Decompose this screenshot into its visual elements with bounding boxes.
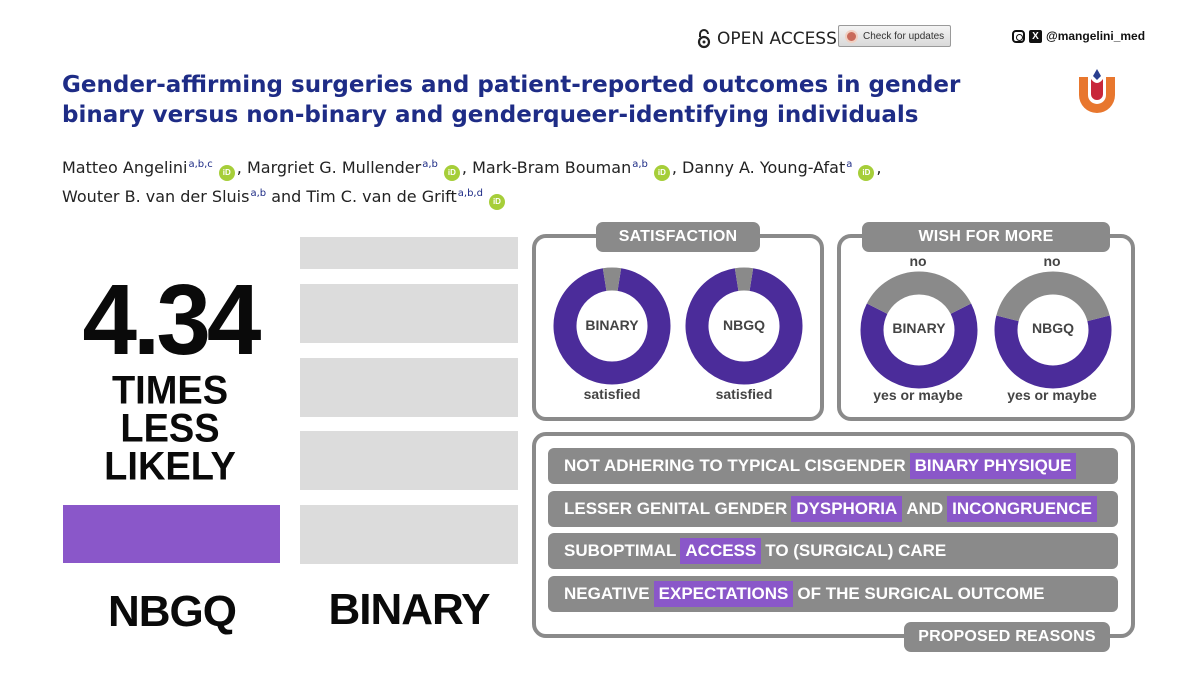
separator: , — [236, 158, 242, 177]
and-word: and — [271, 187, 302, 206]
binary-bar-segment — [300, 284, 518, 343]
check-for-updates-label: Check for updates — [863, 30, 945, 42]
reason-item: NOT ADHERING TO TYPICAL CISGENDER BINARY… — [548, 448, 1118, 484]
stat-value: 4.34 — [82, 264, 261, 376]
binary-group-label: BINARY — [328, 585, 490, 634]
orcid-icon[interactable]: iD — [653, 165, 670, 181]
title-line-1: Gender-affirming surgeries and patient-r… — [62, 72, 961, 98]
separator: , — [461, 158, 467, 177]
donut-caption: yes or maybe — [873, 387, 963, 403]
author-name: Mark-Bram Bouman — [472, 158, 632, 177]
check-for-updates-button[interactable]: Check for updates — [838, 25, 951, 47]
donut-no-slice — [866, 271, 972, 315]
orcid-icon[interactable]: iD — [858, 165, 875, 181]
affiliation-marker: a,b — [422, 159, 438, 170]
reason-highlight: DYSPHORIA — [791, 496, 903, 522]
donut-top-label: no — [1043, 253, 1061, 269]
nbgq-bar — [63, 505, 280, 563]
reason-text: LESSER GENITAL GENDER — [564, 499, 788, 518]
affiliation-marker: a — [846, 159, 853, 170]
open-lock-icon — [697, 29, 711, 49]
author-line-2: Wouter B. van der Sluisa,b and Tim C. va… — [62, 181, 1062, 210]
donut-group-label: BINARY — [585, 317, 639, 333]
donut-no-slice — [996, 271, 1110, 322]
donut-satisfied-slice — [685, 268, 803, 385]
reason-text: AND — [906, 499, 944, 518]
instagram-icon — [1012, 29, 1025, 43]
reason-text: NEGATIVE — [564, 584, 650, 603]
open-access-badge: OPEN ACCESS — [697, 28, 837, 50]
wish-more-title: WISH FOR MORE TREATMENTS — [862, 222, 1110, 275]
proposed-reasons-tag: PROPOSED REASONS — [904, 622, 1110, 652]
donut-top-label: no — [909, 253, 927, 269]
donut-unsatisfied-slice — [602, 267, 622, 291]
nbgq-group-label: NBGQ — [108, 587, 237, 636]
affiliation-marker: a,b,c — [188, 159, 213, 170]
reason-highlight: ACCESS — [680, 538, 762, 564]
stat-times: TIMES — [111, 368, 229, 414]
author-name: Margriet G. Mullender — [246, 158, 422, 177]
donut-yes-slice — [860, 303, 978, 389]
separator: , — [671, 158, 677, 177]
author-name: Matteo Angelini — [62, 158, 188, 177]
binary-bar-segment — [300, 358, 518, 417]
satisfaction-title: SATISFACTION — [596, 222, 760, 252]
reason-item: NEGATIVE EXPECTATIONS OF THE SURGICAL OU… — [548, 576, 1118, 612]
satisfaction-donut-binary — [553, 267, 671, 385]
donut-yes-slice — [994, 315, 1112, 389]
x-icon: X — [1029, 29, 1042, 43]
social-handle: X @mangelini_med — [1012, 28, 1145, 44]
reason-text: OF THE SURGICAL OUTCOME — [797, 584, 1045, 603]
crossmark-icon — [845, 29, 858, 43]
separator: , — [876, 158, 882, 177]
affiliation-marker: a,b — [250, 188, 267, 199]
affiliation-marker: a,b — [632, 159, 648, 170]
author-list: Matteo Angelinia,b,c iD, Margriet G. Mull… — [62, 152, 1062, 210]
title-line-2: binary versus non-binary and genderqueer… — [62, 102, 919, 128]
author-line-1: Matteo Angelinia,b,c iD, Margriet G. Mull… — [62, 152, 1062, 181]
orcid-icon[interactable]: iD — [488, 194, 505, 210]
donut-group-label: NBGQ — [723, 317, 765, 333]
stat-likely: LIKELY — [104, 444, 236, 490]
stat-less: LESS — [120, 406, 220, 452]
institution-logo — [1079, 69, 1115, 113]
donut-caption: satisfied — [583, 386, 641, 402]
satisfaction-donut-nbgq — [685, 267, 803, 385]
author-name: Tim C. van de Grift — [306, 187, 457, 206]
donut-unsatisfied-slice — [734, 267, 754, 291]
social-handle-text: @mangelini_med — [1046, 29, 1146, 43]
donut-caption: yes or maybe — [1007, 387, 1097, 403]
open-access-label: OPEN ACCESS — [717, 29, 837, 49]
binary-bar-segment — [300, 505, 518, 564]
donut-group-label: BINARY — [892, 320, 946, 336]
reason-text: TO (SURGICAL) CARE — [765, 541, 947, 560]
reason-highlight: BINARY PHYSIQUE — [909, 453, 1077, 479]
orcid-icon[interactable]: iD — [443, 165, 460, 181]
donut-caption: satisfied — [715, 386, 773, 402]
reason-text: NOT ADHERING TO TYPICAL CISGENDER — [564, 456, 906, 475]
binary-bar-segment — [300, 431, 518, 490]
donut-satisfied-slice — [553, 268, 671, 385]
reason-highlight: EXPECTATIONS — [653, 581, 794, 607]
orcid-icon[interactable]: iD — [218, 165, 235, 181]
wish-donut-nbgq — [994, 271, 1112, 389]
binary-bar-segment — [300, 237, 518, 269]
reason-highlight: INCONGRUENCE — [947, 496, 1097, 522]
wish-donut-binary — [860, 271, 978, 389]
author-name: Wouter B. van der Sluis — [62, 187, 250, 206]
author-name: Danny A. Young-Afat — [682, 158, 846, 177]
article-title: Gender-affirming surgeries and patient-r… — [62, 70, 1062, 130]
reason-item: LESSER GENITAL GENDER DYSPHORIA AND INCO… — [548, 491, 1118, 527]
donut-group-label: NBGQ — [1032, 320, 1074, 336]
affiliation-marker: a,b,d — [457, 188, 483, 199]
reason-text: SUBOPTIMAL — [564, 541, 677, 560]
reason-item: SUBOPTIMAL ACCESS TO (SURGICAL) CARE — [548, 533, 1118, 569]
